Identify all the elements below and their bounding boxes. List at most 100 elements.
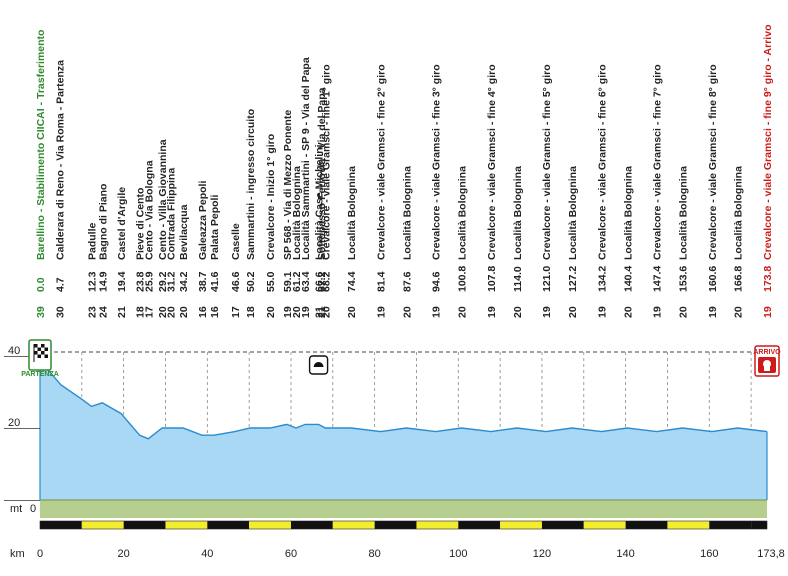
waypoint-km: 19.4 xyxy=(116,271,128,292)
y-tick-label: 0 xyxy=(30,503,36,515)
km-band-segment xyxy=(374,521,417,529)
waypoint-km: 59.1 xyxy=(282,271,294,292)
waypoint-3: 24 14.9 Bagno di Piano xyxy=(97,184,109,318)
waypoint-altitude: 19 xyxy=(541,306,553,318)
x-end-label: 173,8 xyxy=(757,548,785,560)
km-band-segment xyxy=(332,521,375,529)
waypoint-altitude: 20 xyxy=(678,306,690,318)
flag-square xyxy=(37,354,41,358)
waypoint-name: Crevalcore - viale Gramsci - fine 2° gir… xyxy=(375,64,387,260)
waypoint-altitude: 20 xyxy=(166,306,178,318)
waypoint-19: 21 67.2 Sottopasso Ferrovia - Via del Papa xyxy=(316,87,328,318)
waypoint-name: Crevalcore - viale Gramsci - fine 4° gir… xyxy=(486,64,498,260)
profile-area xyxy=(39,359,768,500)
waypoint-name: Crevalcore - viale Gramsci - fine 5° gir… xyxy=(541,64,553,260)
waypoint-altitude: 18 xyxy=(245,306,257,318)
waypoint-name: Crevalcore - viale Gramsci - fine 9° gir… xyxy=(762,25,774,260)
y-axis-unit: mt xyxy=(10,503,22,515)
waypoint-km: 4.7 xyxy=(55,277,67,292)
km-band-segment xyxy=(123,521,166,529)
waypoint-km: 166.8 xyxy=(733,266,745,292)
waypoint-17: 19 63.4 Località Sammartini - SP 9 - Via d… xyxy=(300,57,312,318)
waypoint-name: Località Bolognina xyxy=(733,166,745,260)
waypoint-altitude: 20 xyxy=(291,306,303,318)
waypoint-km: 34.2 xyxy=(178,271,190,292)
x-tick-label: 80 xyxy=(369,548,381,560)
waypoint-altitude: 20 xyxy=(512,306,524,318)
waypoint-altitude: 21 xyxy=(116,306,128,318)
waypoint-km: 38.7 xyxy=(197,271,209,292)
waypoint-16: 20 61.2 Località Bolognina xyxy=(291,166,303,318)
waypoint-9: 20 34.2 Bevilacqua xyxy=(178,204,190,318)
waypoint-name: Località Sammartini - SP 9 - Via del Pap… xyxy=(300,57,312,260)
waypoint-name: Contrada Filippina xyxy=(166,168,178,260)
waypoint-4: 21 19.4 Castel d'Argile xyxy=(116,187,128,318)
midpoint-glyph xyxy=(313,362,324,367)
flag-square xyxy=(34,344,38,348)
waypoint-1: 30 4.7 Calderara di Reno - Via Roma - Part… xyxy=(55,60,67,318)
waypoint-name: Località Case Michelini xyxy=(314,144,326,260)
profile-line xyxy=(39,359,768,440)
waypoint-km: 31.2 xyxy=(166,271,178,292)
waypoint-labels: 39 0.0 Barellino - Stabilimento CIICAI - T… xyxy=(35,25,774,318)
waypoint-altitude: 39 xyxy=(35,306,47,318)
markers: PARTENZA ARRIVO xyxy=(21,339,781,378)
waypoint-name: Località Bolognina xyxy=(678,166,690,260)
waypoint-36: 19 173.8 Crevalcore - viale Gramsci - fine… xyxy=(762,25,774,318)
waypoint-km: 74.4 xyxy=(346,271,358,292)
x-tick-label: 140 xyxy=(616,548,634,560)
waypoint-altitude: 19 xyxy=(596,306,608,318)
x-tick-label: 20 xyxy=(118,548,130,560)
waypoint-altitude: 24 xyxy=(97,306,109,318)
waypoint-altitude: 19 xyxy=(762,306,774,318)
km-band-segment xyxy=(290,521,333,529)
waypoint-km: 14.9 xyxy=(97,271,109,292)
x-tick-label: 160 xyxy=(700,548,718,560)
waypoint-name: Barellino - Stabilimento CIICAI - Trasfe… xyxy=(35,30,47,260)
waypoint-20: 20 68.2 Crevalcore - viale Gramsci - fine … xyxy=(320,64,332,318)
waypoint-name: Calderara di Reno - Via Roma - Partenza xyxy=(55,60,67,260)
waypoint-altitude: 19 xyxy=(375,306,387,318)
waypoint-altitude: 30 xyxy=(55,306,67,318)
waypoint-14: 20 55.0 Crevalcore - Inizio 1° giro xyxy=(265,134,277,318)
waypoint-km: 87.6 xyxy=(401,271,413,292)
waypoint-name: Crevalcore - viale Gramsci - fine 7° gir… xyxy=(652,64,664,260)
x-tick-label: 0 xyxy=(37,548,43,560)
waypoint-altitude: 19 xyxy=(300,306,312,318)
flag-square xyxy=(44,354,48,358)
waypoint-11: 16 41.6 Palata Pepoli xyxy=(209,195,221,318)
flag-square xyxy=(41,351,45,355)
waypoint-km: 50.2 xyxy=(245,271,257,292)
flag-square xyxy=(41,344,45,348)
km-grid xyxy=(39,351,767,500)
waypoint-name: Località Bolognina xyxy=(291,166,303,260)
waypoint-km: 100.8 xyxy=(457,266,469,292)
waypoint-name: Crevalcore - Inizio 1° giro xyxy=(265,134,277,260)
waypoint-km: 12.3 xyxy=(86,271,98,292)
midpoint-marker xyxy=(308,355,329,375)
waypoint-33: 20 153.6 Località Bolognina xyxy=(678,166,690,318)
waypoint-name: Padulle xyxy=(86,222,98,260)
waypoint-7: 20 29.2 Cento - Villa Giovannina xyxy=(157,139,169,318)
waypoint-km: 61.2 xyxy=(291,271,303,292)
waypoint-name: Galeazza Pepoli xyxy=(197,181,209,260)
km-band-segment xyxy=(667,521,710,529)
flag-square xyxy=(44,347,48,351)
waypoint-8: 20 31.2 Contrada Filippina xyxy=(166,168,178,318)
waypoint-km: 68.2 xyxy=(320,271,332,292)
y-tick-label: 40 xyxy=(8,345,20,357)
waypoint-28: 19 121.0 Crevalcore - viale Gramsci - fine… xyxy=(541,64,553,318)
waypoint-km: 66.6 xyxy=(314,271,326,292)
km-band-segment xyxy=(207,521,250,529)
waypoint-km: 63.4 xyxy=(300,271,312,292)
waypoint-km: 140.4 xyxy=(622,266,634,292)
waypoint-altitude: 20 xyxy=(622,306,634,318)
waypoint-name: Località Bolognina xyxy=(512,166,524,260)
waypoint-name: Località Bolognina xyxy=(567,166,579,260)
waypoint-km: 29.2 xyxy=(157,271,169,292)
start-marker xyxy=(28,339,52,371)
waypoint-altitude: 19 xyxy=(486,306,498,318)
waypoint-32: 19 147.4 Crevalcore - viale Gramsci - fine… xyxy=(652,64,664,318)
flag-square xyxy=(37,347,41,351)
